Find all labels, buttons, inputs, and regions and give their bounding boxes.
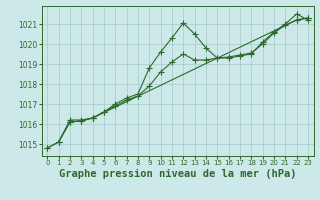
X-axis label: Graphe pression niveau de la mer (hPa): Graphe pression niveau de la mer (hPa) — [59, 169, 296, 179]
